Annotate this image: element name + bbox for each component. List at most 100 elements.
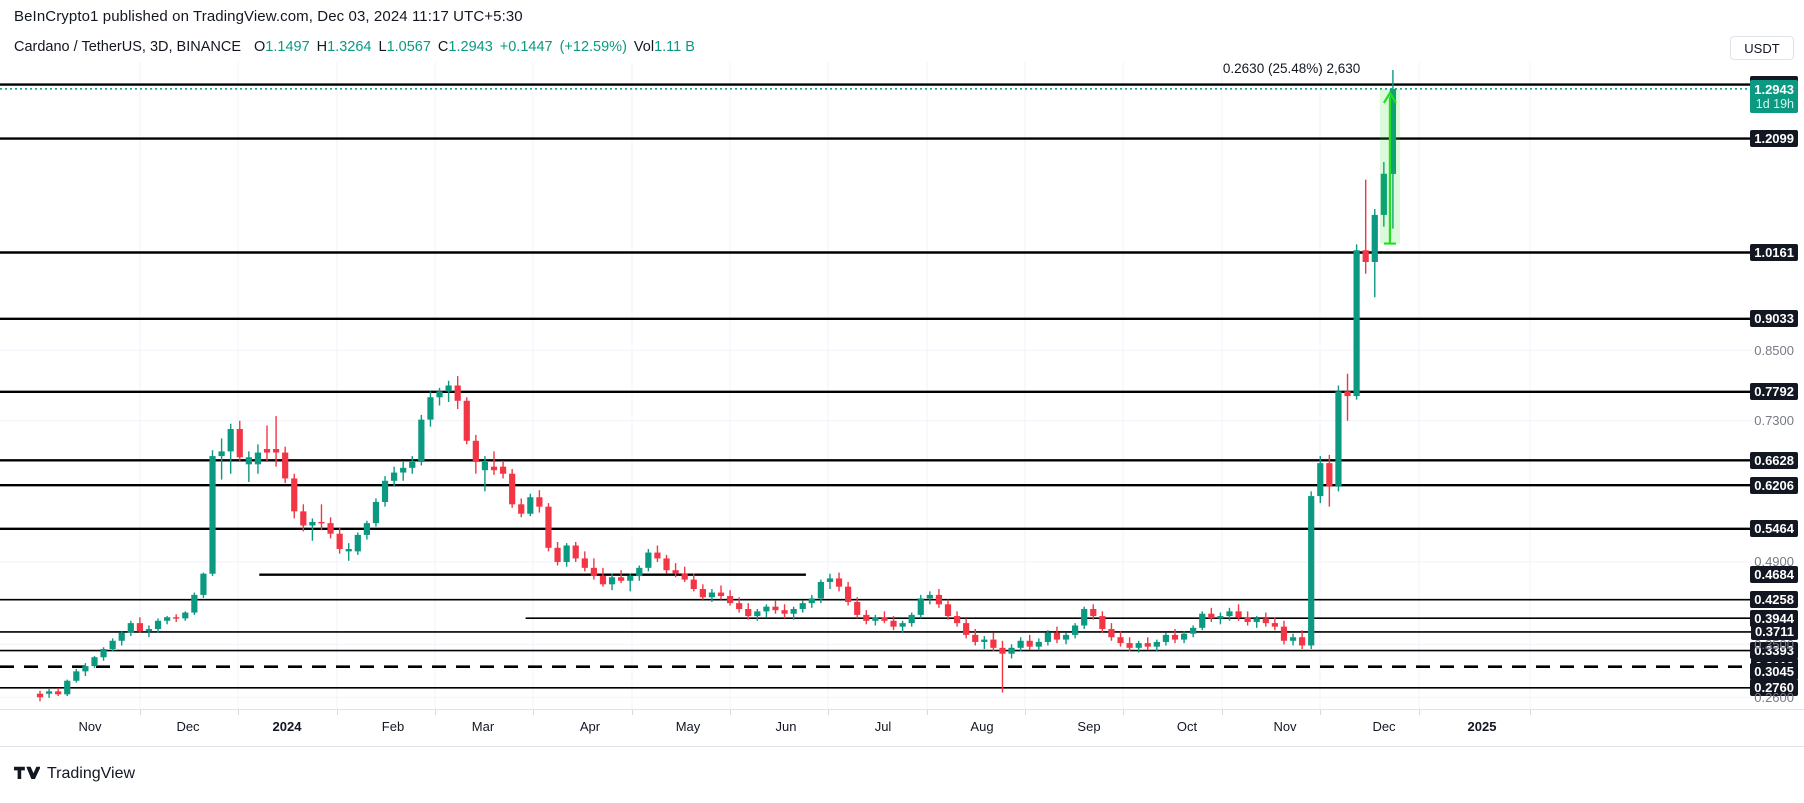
candle-body [191,594,198,613]
candle-body [481,461,489,471]
price-axis-level-tag[interactable]: 0.4258 [1750,591,1798,609]
time-axis-label: Dec [176,719,200,734]
candle-body [182,612,189,619]
time-axis[interactable]: Nov Dec 2024 Feb Mar Apr May Jun Jul Aug Sep Oct Nov… [0,709,1804,747]
price-axis-level-tag[interactable]: 0.3711 [1750,623,1798,641]
candle-body [581,558,588,568]
candle-body [55,691,62,695]
candle-body [1171,634,1179,640]
candle-body [227,429,234,452]
price-axis-level-tag[interactable]: 0.3045 [1750,662,1798,680]
candle-body [826,578,834,582]
candle-body [1326,463,1333,487]
legend-open-value: 1.1497 [265,39,310,55]
time-axis-label: Oct [1176,719,1198,734]
time-axis-tick [238,710,239,715]
candle-body [436,391,443,398]
candle-body [1235,611,1242,618]
price-axis-level-tag[interactable]: 0.7792 [1750,383,1798,401]
price-axis-level-tag[interactable]: 1.2099 [1750,130,1798,148]
price-axis-level-tag[interactable]: 0.9033 [1750,310,1798,328]
legend-low-value: 1.0567 [386,39,431,55]
current-bar-countdown: 1d 19h [1755,96,1794,111]
candle-body [154,620,162,630]
price-axis-level-tag[interactable]: 0.3393 [1750,642,1798,660]
time-axis-label: Dec [1372,719,1396,734]
candle-body [1099,616,1106,630]
price-axis-level-tag[interactable]: 1.0161 [1750,244,1798,261]
candle-body [136,623,143,632]
candle-body [1081,609,1088,626]
candle-body [454,385,461,401]
price-axis-current-tag[interactable]: 1.2943 1d 19h [1750,79,1798,113]
time-axis-label: Jun [775,719,797,734]
time-axis-tick [828,710,829,715]
candle-body [1108,629,1115,638]
time-axis-tick [1123,710,1124,715]
candle-body [200,573,207,595]
candle-body [1144,643,1151,647]
candle-body [1317,463,1324,497]
candle-body [463,400,470,441]
candle-body [627,576,634,581]
candle-body [36,693,44,698]
candle-body [1380,173,1387,215]
price-axis-level-tag[interactable]: 0.6206 [1750,476,1798,494]
candles-group [36,69,1397,702]
candle-body [1262,618,1269,624]
candle-body [1008,647,1015,654]
legend-symbol[interactable]: Cardano / TetherUS, 3D, BINANCE [14,39,241,55]
price-axis-level-tag[interactable]: 0.5464 [1750,520,1798,538]
candle-body [245,457,252,465]
candle-body [835,578,843,587]
candle-body [64,680,71,695]
time-axis-label: Mar [471,719,495,734]
candle-body [263,449,271,453]
price-axis-tick-label: 0.2600 [1754,689,1794,705]
candle-body [1353,250,1360,397]
candle-body [1244,617,1251,622]
legend-low-label: L [378,39,387,55]
currency-unit-button[interactable]: USDT [1730,36,1794,60]
price-axis-level-tag[interactable]: 0.3944 [1750,609,1798,627]
candle-body [82,666,89,672]
time-axis-label: Aug [970,719,994,734]
candle-body [1199,613,1206,628]
time-axis-tick [1530,710,1531,715]
candle-body [645,552,652,568]
time-axis-tick [1320,710,1321,715]
attribution-text: BeInCrypto1 published on TradingView.com… [14,7,523,25]
chart-plot-area[interactable] [0,62,1804,709]
candle-body [608,577,616,585]
candle-body [672,570,679,574]
candle-body [1035,641,1042,647]
candle-body [817,581,824,599]
candle-body [418,419,425,462]
chart-legend-bar[interactable]: Cardano / TetherUS, 3D, BINANCE O 1.1497 … [0,32,1804,62]
price-axis-level-tag[interactable]: 0.6628 [1750,451,1798,469]
candle-body [536,497,543,507]
price-axis-tick-label: 0.7300 [1754,413,1794,429]
price-axis-level-tag[interactable]: 0.4684 [1750,566,1798,584]
candle-body [899,623,906,627]
time-axis-label: Jul [874,719,892,734]
measure-tool-arrow-icon [1382,90,1397,245]
candle-body [1153,641,1160,647]
time-axis-label: May [675,719,701,734]
candle-body [472,440,479,462]
candle-body [100,649,107,658]
candle-body [400,467,407,473]
candle-body [427,397,434,420]
candle-body [1271,623,1278,627]
legend-volume-label: Vol [633,39,655,55]
legend-close-value: 1.2943 [448,39,493,55]
price-axis-level-tag[interactable]: 0.2760 [1750,679,1798,697]
candle-body [372,501,380,524]
candle-body [1062,634,1070,640]
legend-high-value: 1.3264 [327,39,372,55]
candle-body [1308,496,1315,646]
legend-volume-value: 1.11 B [654,39,695,55]
candle-body [1053,632,1061,640]
candle-body [318,521,325,524]
